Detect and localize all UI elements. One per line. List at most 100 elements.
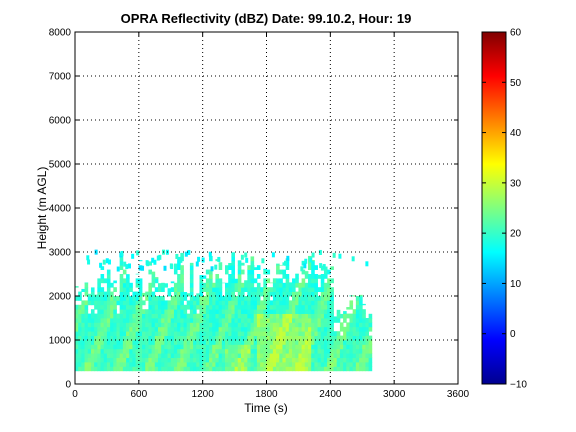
reflectivity-cell bbox=[298, 322, 303, 328]
reflectivity-cell bbox=[237, 304, 242, 310]
reflectivity-cell bbox=[234, 326, 239, 332]
reflectivity-cell bbox=[161, 282, 165, 288]
reflectivity-cell bbox=[84, 309, 89, 314]
reflectivity-cell bbox=[295, 278, 299, 284]
reflectivity-cell bbox=[99, 262, 103, 268]
reflectivity-cell bbox=[170, 300, 175, 306]
reflectivity-cell bbox=[180, 287, 184, 292]
reflectivity-cell bbox=[180, 335, 184, 341]
reflectivity-cell bbox=[180, 296, 184, 301]
reflectivity-cell bbox=[148, 348, 152, 354]
reflectivity-cell bbox=[365, 357, 370, 363]
reflectivity-cell bbox=[215, 348, 220, 354]
reflectivity-cell bbox=[215, 344, 220, 350]
reflectivity-cell bbox=[189, 326, 194, 332]
reflectivity-cell bbox=[214, 264, 218, 270]
reflectivity-cell bbox=[269, 348, 274, 354]
reflectivity-cell bbox=[148, 362, 152, 367]
reflectivity-cell bbox=[247, 274, 251, 279]
reflectivity-cell bbox=[154, 357, 159, 363]
reflectivity-cell bbox=[138, 326, 143, 332]
reflectivity-cell bbox=[218, 309, 223, 314]
reflectivity-cell bbox=[301, 322, 306, 328]
reflectivity-cell bbox=[209, 274, 213, 279]
reflectivity-cell bbox=[177, 287, 181, 292]
reflectivity-cell bbox=[170, 281, 175, 284]
reflectivity-cell bbox=[97, 326, 101, 332]
reflectivity-cell bbox=[218, 291, 223, 297]
reflectivity-cell bbox=[288, 344, 293, 350]
reflectivity-cell bbox=[279, 309, 283, 314]
reflectivity-cell bbox=[110, 313, 114, 319]
reflectivity-cell bbox=[272, 300, 277, 306]
reflectivity-cell bbox=[142, 362, 146, 367]
reflectivity-cell bbox=[113, 313, 117, 319]
reflectivity-cell bbox=[119, 340, 124, 345]
reflectivity-cell bbox=[212, 313, 216, 319]
reflectivity-cell bbox=[240, 262, 245, 266]
reflectivity-cell bbox=[307, 322, 312, 328]
reflectivity-cell bbox=[320, 282, 325, 288]
reflectivity-cell bbox=[311, 309, 315, 314]
reflectivity-cell bbox=[295, 353, 299, 358]
reflectivity-cell bbox=[330, 287, 334, 292]
reflectivity-cell bbox=[209, 291, 213, 297]
reflectivity-cell bbox=[323, 362, 328, 367]
reflectivity-cell bbox=[94, 249, 98, 255]
reflectivity-cell bbox=[276, 282, 280, 288]
reflectivity-cell bbox=[231, 304, 235, 310]
reflectivity-cell bbox=[116, 340, 121, 345]
reflectivity-cell bbox=[362, 303, 366, 306]
reflectivity-cell bbox=[237, 335, 242, 341]
reflectivity-cell bbox=[94, 340, 98, 345]
reflectivity-cell bbox=[256, 348, 261, 354]
reflectivity-cell bbox=[119, 296, 124, 301]
reflectivity-cell bbox=[135, 278, 140, 284]
reflectivity-cell bbox=[269, 340, 274, 345]
reflectivity-cell bbox=[250, 300, 255, 306]
reflectivity-cell bbox=[228, 353, 232, 358]
reflectivity-cell bbox=[352, 357, 357, 363]
reflectivity-cell bbox=[247, 313, 251, 319]
reflectivity-cell bbox=[266, 353, 271, 358]
reflectivity-cell bbox=[215, 362, 220, 367]
reflectivity-cell bbox=[307, 296, 312, 301]
reflectivity-cell bbox=[196, 300, 200, 306]
reflectivity-cell bbox=[317, 335, 322, 341]
reflectivity-cell bbox=[126, 300, 130, 306]
reflectivity-cell bbox=[78, 313, 82, 319]
reflectivity-cell bbox=[113, 357, 117, 363]
reflectivity-cell bbox=[311, 348, 315, 354]
reflectivity-cell bbox=[189, 304, 194, 310]
reflectivity-cell bbox=[110, 282, 114, 288]
reflectivity-cell bbox=[221, 362, 226, 367]
reflectivity-cell bbox=[311, 357, 315, 363]
reflectivity-cell bbox=[103, 278, 108, 284]
reflectivity-cell bbox=[106, 269, 111, 275]
reflectivity-cell bbox=[253, 296, 258, 301]
reflectivity-cell bbox=[272, 344, 277, 350]
reflectivity-cell bbox=[84, 331, 89, 336]
reflectivity-cell bbox=[106, 340, 111, 345]
reflectivity-cell bbox=[186, 362, 191, 367]
reflectivity-cell bbox=[352, 344, 357, 350]
reflectivity-cell bbox=[263, 300, 267, 306]
reflectivity-cell bbox=[167, 353, 172, 358]
reflectivity-cell bbox=[196, 340, 200, 345]
reflectivity-cell bbox=[362, 335, 366, 341]
reflectivity-cell bbox=[148, 300, 152, 306]
reflectivity-cell bbox=[327, 304, 331, 310]
reflectivity-cell bbox=[78, 353, 82, 358]
reflectivity-cell bbox=[151, 326, 156, 332]
reflectivity-cell bbox=[164, 322, 168, 328]
reflectivity-cell bbox=[157, 287, 162, 292]
reflectivity-cell bbox=[218, 313, 223, 319]
reflectivity-cell bbox=[346, 335, 350, 341]
reflectivity-cell bbox=[362, 357, 366, 363]
reflectivity-cell bbox=[237, 344, 242, 350]
reflectivity-cell bbox=[122, 335, 127, 341]
colorbar-tick-label: 0 bbox=[510, 329, 516, 340]
reflectivity-cell bbox=[208, 251, 212, 257]
reflectivity-cell bbox=[282, 344, 287, 350]
reflectivity-cell bbox=[122, 322, 127, 328]
